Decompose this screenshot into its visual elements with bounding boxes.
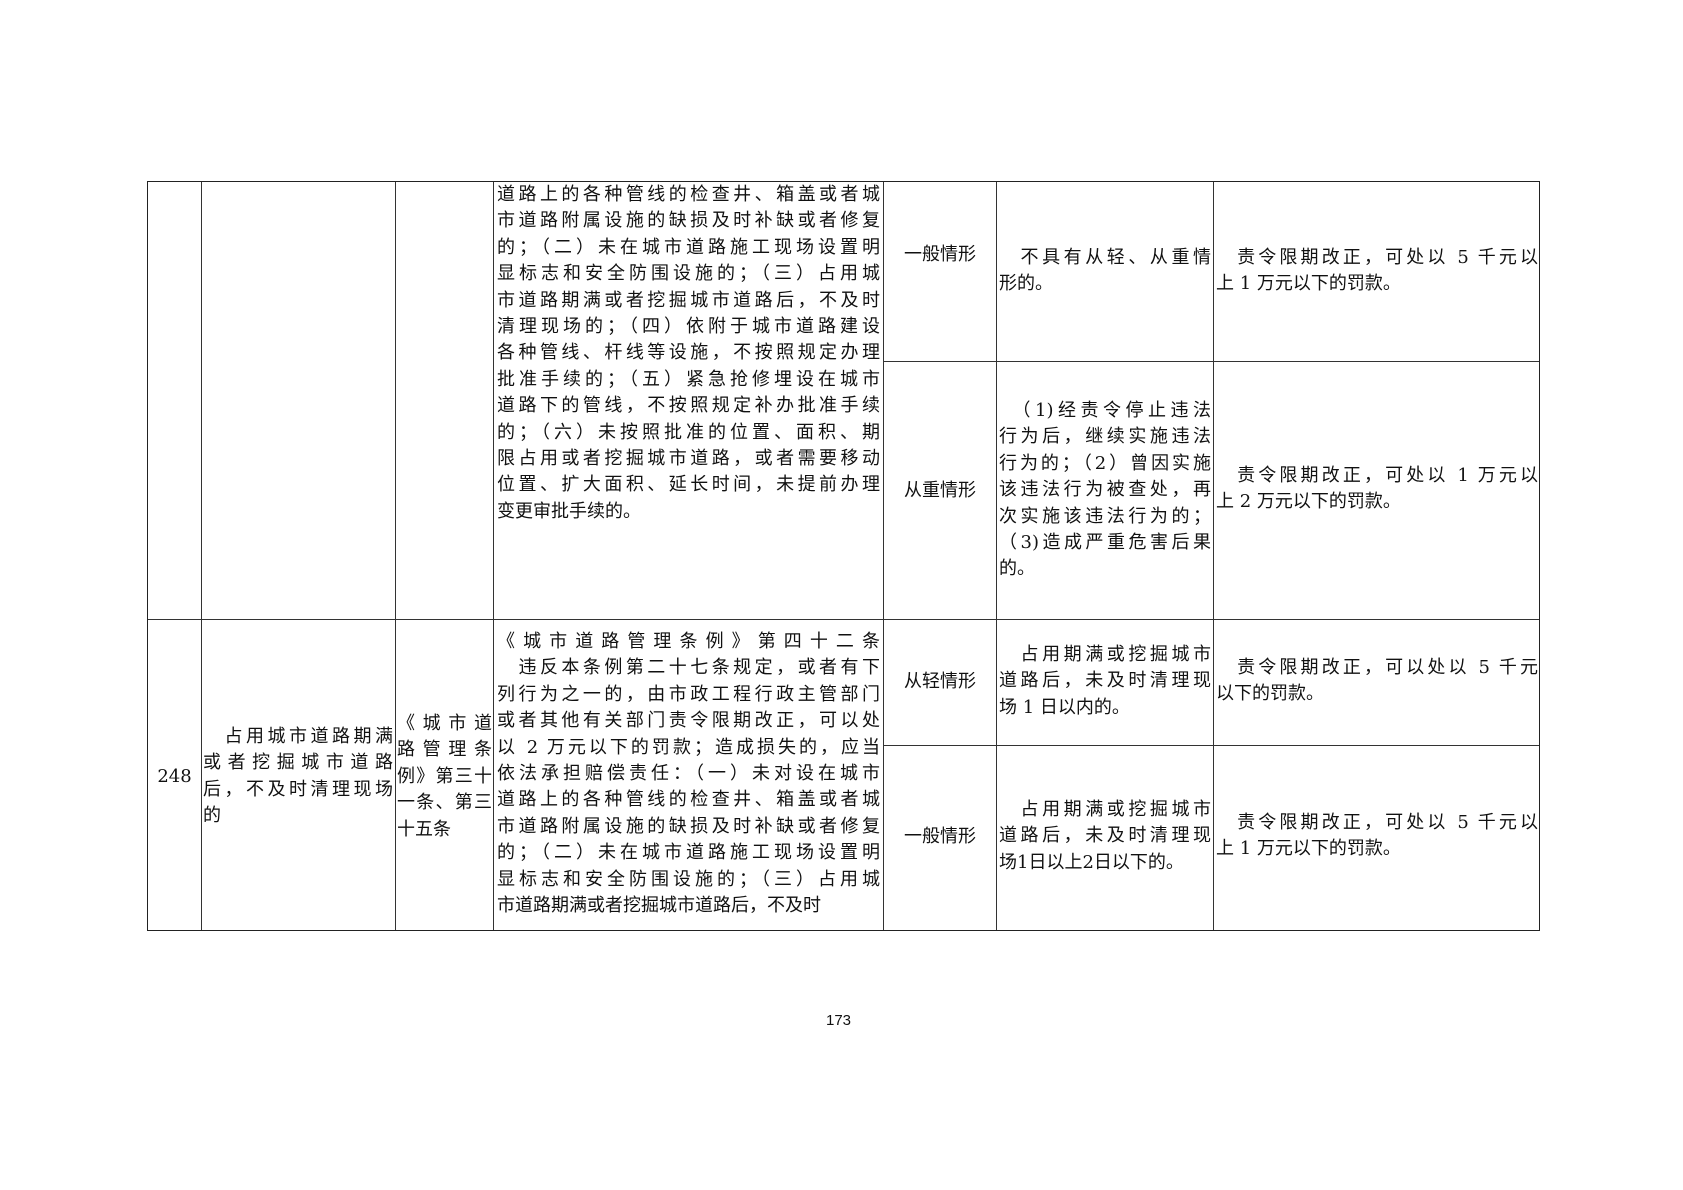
text-line: 或者挖掘城市道路 [203, 752, 393, 774]
text-line: 列行为之一的，由市政工程行政主管部门 [497, 683, 880, 705]
level-light: 从轻情形 [904, 671, 976, 692]
page-number: 173 [826, 1012, 852, 1029]
text-line: 显标志和安全防围设施的；（三）占用城 [497, 263, 880, 285]
text-line: （1)经责令停止违法 [999, 400, 1212, 421]
text-line: 变更审批手续的。 [497, 500, 641, 522]
text-line: 场 1 日以内的。 [999, 696, 1130, 718]
violated-clause: 《城市道路管理条例》第三十一条、第三十五条 [397, 711, 492, 843]
penalty-light: 责令限期改正，可以处以 5 千元 以下的罚款。 [1216, 655, 1538, 708]
penalty-table: 道路上的各种管线的检查井、箱盖或者城 市道路附属设施的缺损及时补缺或者修复 的；（二… [147, 181, 1540, 931]
text-line: 上 1 万元以下的罚款。 [1216, 273, 1401, 295]
text-line: 或者其他有关部门责令限期改正，可以处 [497, 710, 880, 732]
text-line: 各种管线、杆线等设施，不按照规定办理 [497, 342, 880, 364]
text-line: 占用期满或挖掘城市 [999, 644, 1211, 665]
violation-description: 占用城市道路期满 或者挖掘城市道路 后，不及时清理现场的 [203, 724, 393, 830]
penalty-general-248: 责令限期改正，可处以 5 千元以上 1 万元以下的罚款。 [1216, 810, 1538, 863]
text-line: 道路下的管线，不按照规定补办批准手续 [497, 395, 880, 417]
text-line: 的；（六）未按照批准的位置、面积、期 [497, 421, 880, 443]
text-line: 该违法行为被查处，再 [999, 479, 1211, 501]
text-line: （3)造成严重危害后果 [999, 531, 1211, 553]
text-line: 道路上的各种管线的检查井、箱盖或者城 [497, 789, 880, 811]
text-line: 一条、第三 [397, 792, 492, 814]
condition-severe: （1)经责令停止违法 行为后，继续实施违法 行为的；（2）曾因实施 该违法行为被查处，… [999, 398, 1211, 583]
text-line: 后，不及时清理现场 [203, 778, 393, 800]
text-line: 依法承担赔偿责任：（一）未对设在城市 [497, 762, 880, 784]
basis-text-continued: 道路上的各种管线的检查井、箱盖或者城 市道路附属设施的缺损及时补缺或者修复 的；（二… [497, 182, 880, 525]
text-line: 路管理条 [397, 739, 492, 761]
text-line: 违反本条例第二十七条规定，或者有下 [497, 657, 880, 679]
level-severe: 从重情形 [904, 480, 976, 501]
text-line: 责令限期改正，可以处以 5 千元 [1216, 657, 1538, 678]
level-general-248: 一般情形 [904, 826, 976, 847]
text-line: 场1日以上2日以下的。 [999, 851, 1184, 873]
text-line: 市道路期满或者挖掘城市道路后，不及时 [497, 894, 821, 916]
text-line: 市道路期满或者挖掘城市道路后，不及时 [497, 289, 880, 311]
text-line: 显标志和安全防围设施的；（三）占用城 [497, 868, 880, 890]
text-line: 以下的罚款。 [1216, 683, 1324, 705]
text-line: 位置、扩大面积、延长时间，未提前办理 [497, 474, 880, 496]
text-line: 的 [203, 805, 221, 827]
text-line: 上 1 万元以下的罚款。 [1216, 838, 1401, 860]
text-line: 上 2 万元以下的罚款。 [1216, 491, 1401, 513]
text-line: 行为后，继续实施违法 [999, 426, 1211, 448]
condition-general-248: 占用期满或挖掘城市 道路后，未及时清理现 场1日以上2日以下的。 [999, 797, 1211, 876]
text-line: 的；（二）未在城市道路施工现场设置明 [497, 842, 880, 864]
text-line: 行为的；（2）曾因实施 [999, 452, 1211, 474]
text-line: 以 2 万元以下的罚款；造成损失的，应当 [497, 736, 880, 758]
text-line: 形的。 [999, 273, 1053, 295]
text-line: 次实施该违法行为的； [999, 505, 1211, 527]
text-line: 清理现场的；（四）依附于城市道路建设 [497, 315, 880, 337]
text-line: 的。 [999, 558, 1035, 580]
text-line: 责令限期改正，可处以 5 千元以 [1216, 247, 1538, 268]
text-line: 《城市道 [397, 713, 492, 734]
text-line: 道路后，未及时清理现 [999, 670, 1211, 692]
condition-light: 占用期满或挖掘城市 道路后，未及时清理现场 1 日以内的。 [999, 642, 1211, 721]
penalty-severe: 责令限期改正，可处以 1 万元以上 2 万元以下的罚款。 [1216, 463, 1538, 516]
text-line: 责令限期改正，可处以 5 千元以 [1216, 812, 1538, 833]
text-line: 道路后，未及时清理现 [999, 825, 1211, 847]
text-line: 占用期满或挖掘城市 [999, 799, 1211, 820]
text-line: 《城市道路管理条例》第四十二条 [497, 631, 880, 652]
basis-text-248: 《城市道路管理条例》第四十二条 违反本条例第二十七条规定，或者有下 列行为之一的，… [497, 629, 880, 919]
text-line: 责令限期改正，可处以 1 万元以 [1216, 465, 1538, 486]
text-line: 十五条 [397, 818, 451, 840]
text-line: 市道路附属设施的缺损及时补缺或者修复 [497, 815, 880, 837]
level-general: 一般情形 [904, 244, 976, 265]
row-number: 248 [157, 766, 192, 787]
text-line: 占用城市道路期满 [203, 726, 393, 747]
text-line: 市道路附属设施的缺损及时补缺或者修复 [497, 210, 880, 232]
condition-general: 不具有从轻、从重情 形的。 [999, 245, 1211, 298]
text-line: 例》第三十 [397, 765, 492, 787]
text-line: 道路上的各种管线的检查井、箱盖或者城 [497, 184, 880, 205]
text-line: 限占用或者挖掘城市道路，或者需要移动 [497, 447, 880, 469]
text-line: 批准手续的；（五）紧急抢修埋设在城市 [497, 368, 880, 390]
penalty-general: 责令限期改正，可处以 5 千元以上 1 万元以下的罚款。 [1216, 245, 1538, 298]
text-line: 的；（二）未在城市道路施工现场设置明 [497, 236, 880, 258]
text-line: 不具有从轻、从重情 [999, 247, 1211, 268]
